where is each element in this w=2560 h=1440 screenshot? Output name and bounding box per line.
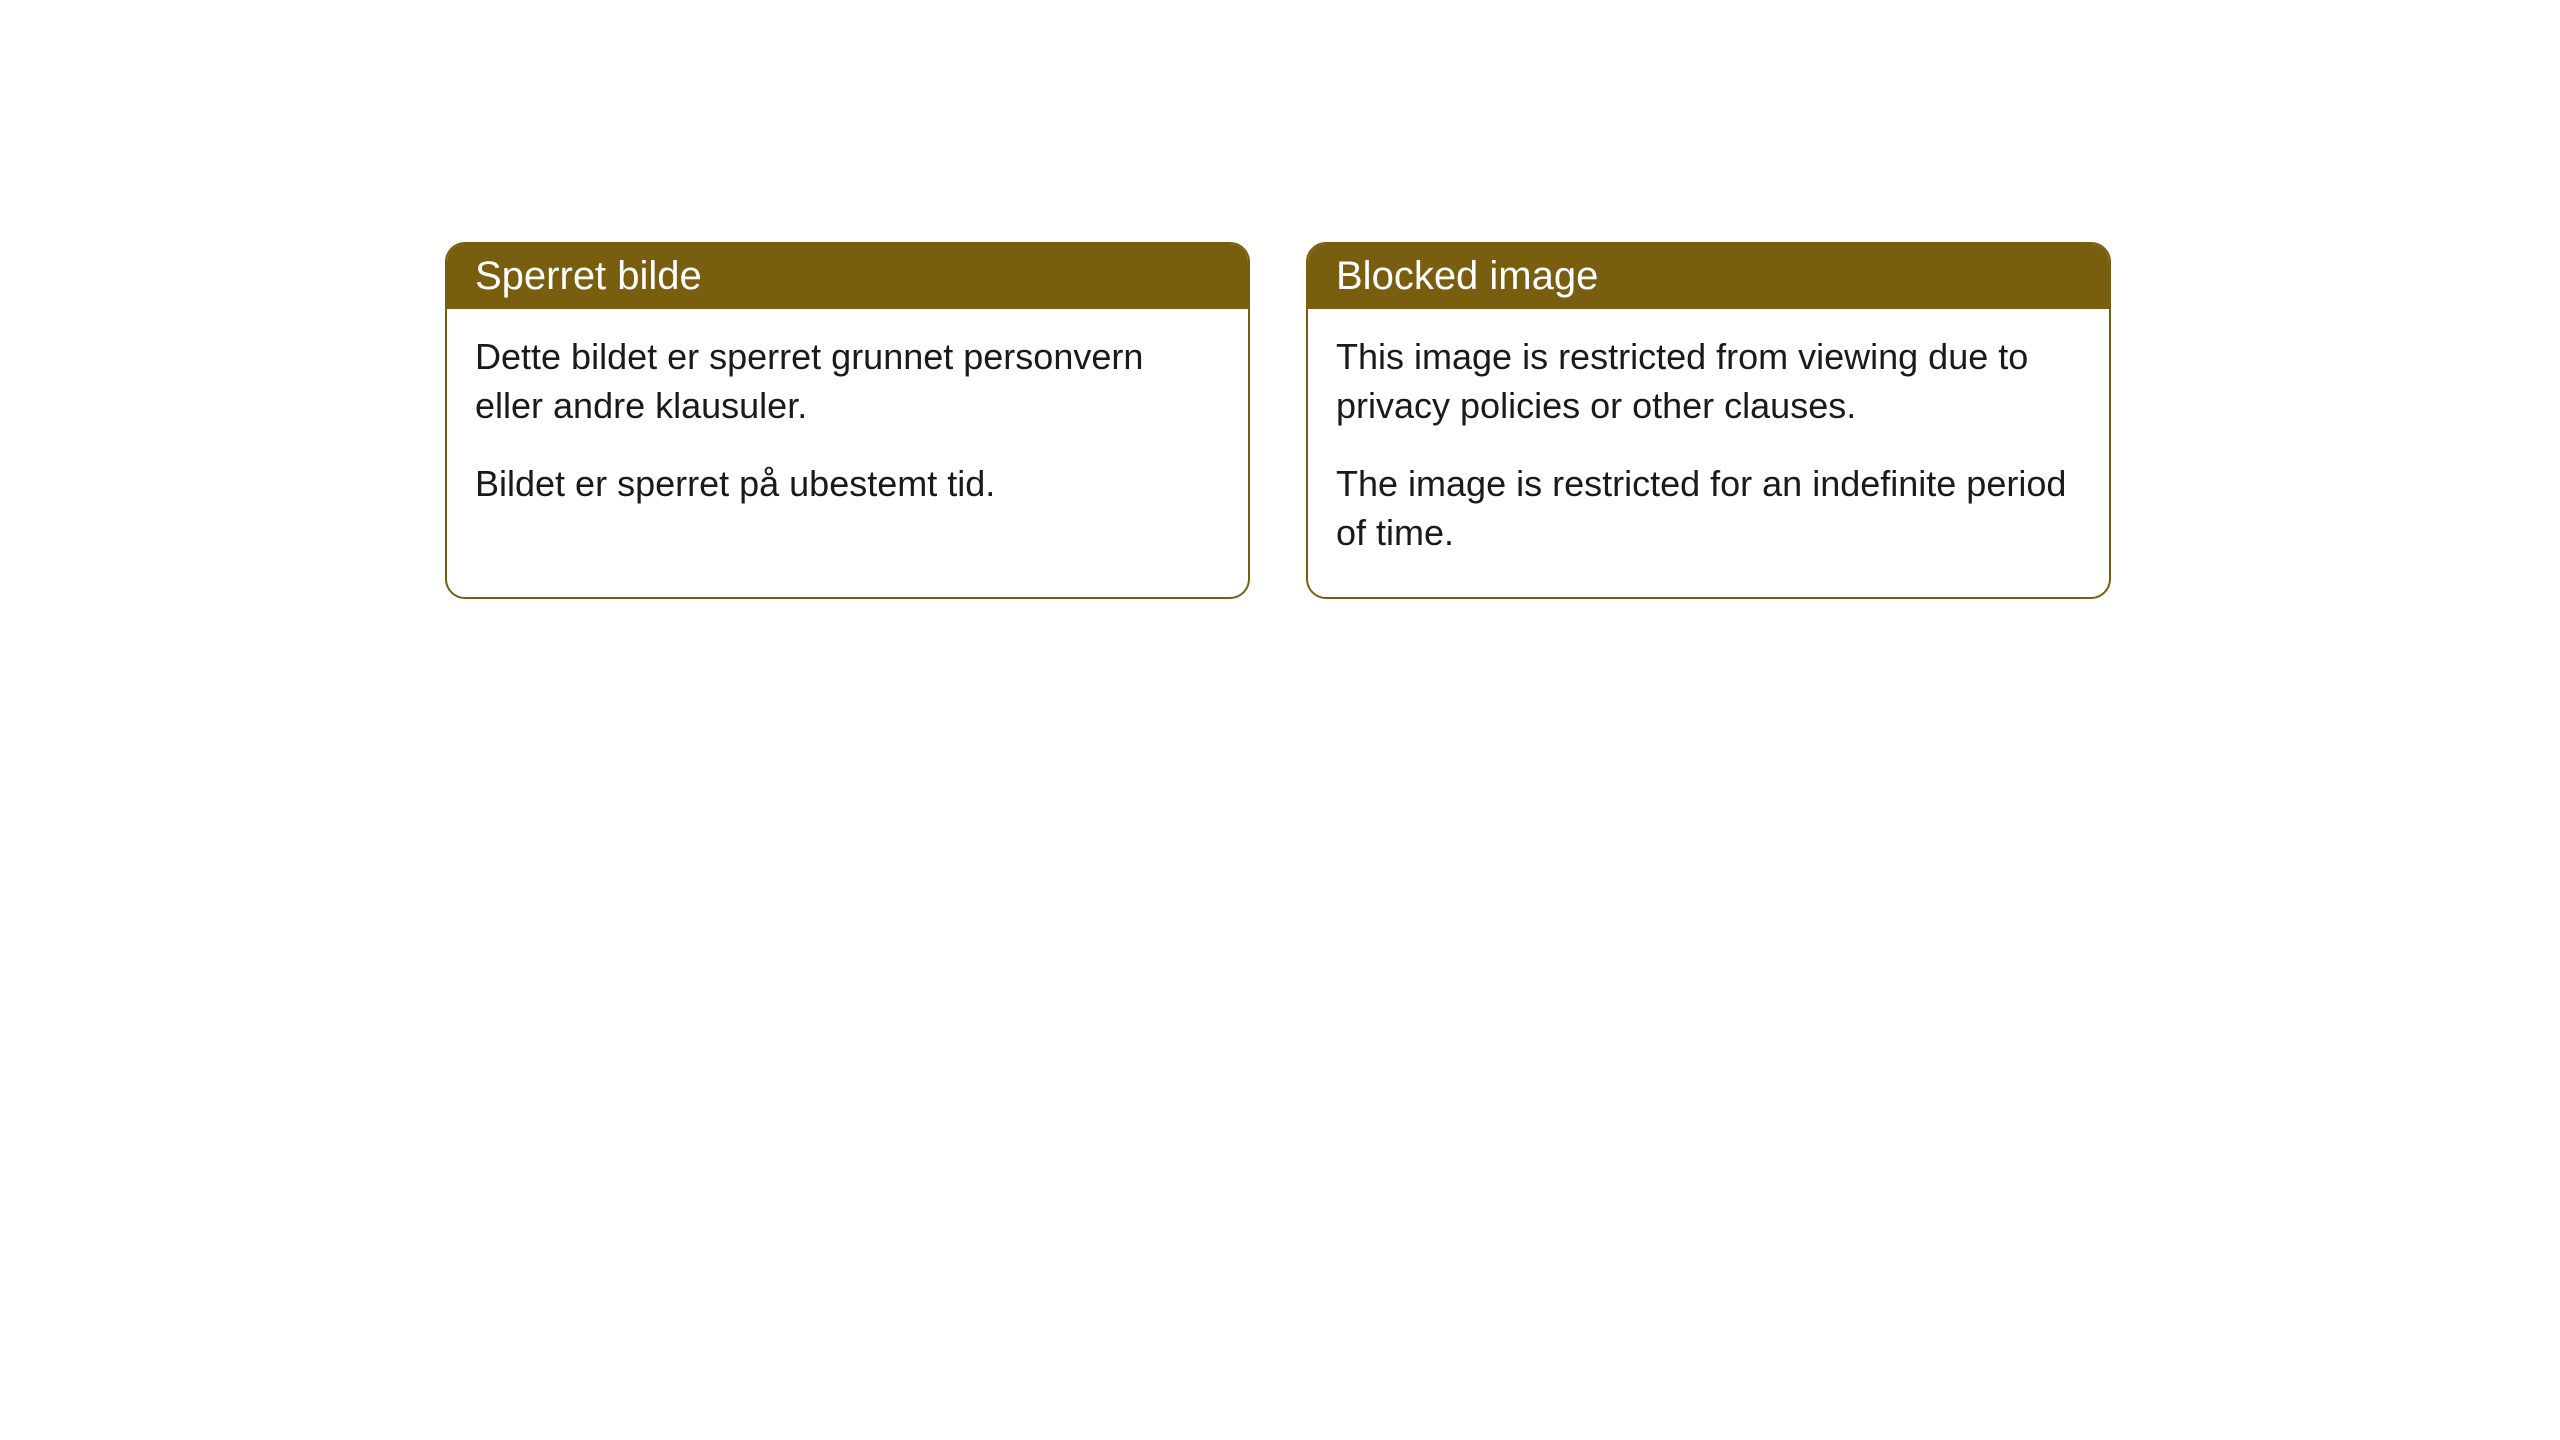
card-header-no: Sperret bilde [447,244,1248,309]
card-text-en-1: This image is restricted from viewing du… [1336,333,2081,430]
card-text-no-2: Bildet er sperret på ubestemt tid. [475,460,1220,509]
card-title-no: Sperret bilde [475,254,702,298]
card-text-no-1: Dette bildet er sperret grunnet personve… [475,333,1220,430]
card-text-en-2: The image is restricted for an indefinit… [1336,460,2081,557]
card-body-en: This image is restricted from viewing du… [1308,309,2109,597]
card-title-en: Blocked image [1336,254,1598,298]
card-header-en: Blocked image [1308,244,2109,309]
card-body-no: Dette bildet er sperret grunnet personve… [447,309,1248,549]
notice-cards-container: Sperret bilde Dette bildet er sperret gr… [445,242,2111,599]
blocked-image-card-no: Sperret bilde Dette bildet er sperret gr… [445,242,1250,599]
blocked-image-card-en: Blocked image This image is restricted f… [1306,242,2111,599]
